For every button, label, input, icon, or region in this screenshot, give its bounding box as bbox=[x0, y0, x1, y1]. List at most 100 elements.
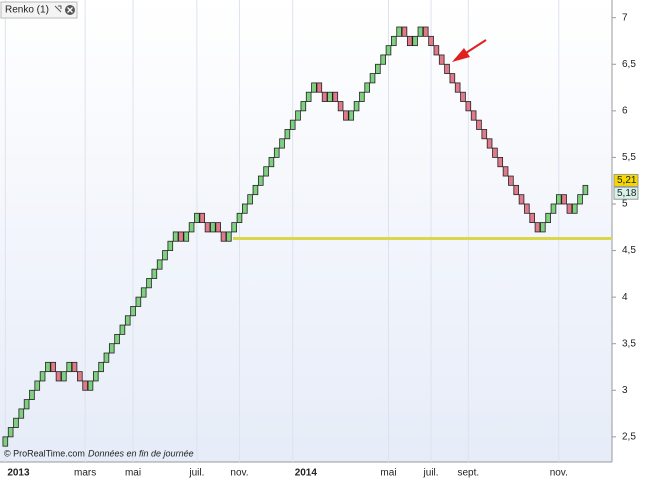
brick bbox=[449, 73, 456, 84]
close-cross bbox=[67, 7, 73, 13]
brick bbox=[518, 194, 525, 205]
brick bbox=[486, 138, 493, 149]
brick bbox=[45, 361, 51, 373]
brick bbox=[401, 26, 408, 37]
x-tick-label: nov. bbox=[230, 468, 248, 479]
brick bbox=[343, 110, 349, 121]
brick bbox=[524, 203, 530, 214]
y-tick-label: 7 bbox=[622, 12, 628, 23]
plot-area bbox=[0, 0, 612, 462]
brick bbox=[300, 101, 307, 112]
brick bbox=[438, 54, 445, 65]
brick bbox=[124, 315, 131, 326]
y-tick-label: 5 bbox=[622, 199, 628, 210]
brick bbox=[55, 371, 62, 382]
brick bbox=[204, 222, 211, 233]
brick bbox=[577, 194, 583, 205]
price-label: 5,18 bbox=[617, 188, 637, 199]
brick bbox=[39, 371, 46, 382]
brick bbox=[108, 343, 115, 354]
brick bbox=[82, 380, 88, 391]
brick bbox=[545, 212, 551, 224]
brick bbox=[497, 157, 504, 168]
brick bbox=[2, 436, 9, 447]
brick bbox=[135, 296, 142, 307]
brick bbox=[236, 212, 243, 224]
brick bbox=[215, 222, 221, 233]
y-tick-label: 6,5 bbox=[622, 59, 636, 70]
brick bbox=[66, 361, 72, 373]
brick bbox=[428, 35, 434, 47]
brick bbox=[167, 240, 174, 251]
brick bbox=[77, 371, 83, 382]
brick bbox=[18, 408, 25, 419]
brick bbox=[119, 324, 126, 335]
brick bbox=[114, 333, 120, 345]
x-tick-label: 2013 bbox=[7, 468, 30, 479]
brick bbox=[289, 119, 296, 130]
brick bbox=[87, 380, 94, 391]
brick bbox=[332, 91, 339, 102]
price-label: 5,21 bbox=[617, 175, 637, 186]
brick bbox=[550, 203, 557, 214]
brick bbox=[385, 45, 392, 56]
y-tick-label: 3 bbox=[622, 385, 628, 396]
brick bbox=[242, 203, 248, 214]
y-tick-label: 2,5 bbox=[622, 431, 636, 442]
y-tick-label: 4 bbox=[622, 292, 628, 303]
y-tick-label: 4,5 bbox=[622, 245, 636, 256]
brick bbox=[263, 166, 269, 177]
brick bbox=[348, 110, 355, 121]
brick bbox=[433, 45, 440, 56]
brick bbox=[231, 222, 237, 233]
settings-icon[interactable] bbox=[54, 5, 62, 13]
brick bbox=[23, 399, 30, 410]
brick bbox=[417, 26, 424, 37]
brick bbox=[172, 231, 179, 242]
brick bbox=[529, 212, 535, 224]
brick bbox=[359, 91, 365, 102]
brick bbox=[61, 371, 67, 382]
price-label-box bbox=[613, 186, 639, 200]
brick bbox=[513, 184, 520, 196]
brick bbox=[502, 166, 509, 177]
brick bbox=[375, 63, 381, 74]
brick bbox=[188, 222, 195, 233]
brick bbox=[327, 91, 333, 102]
brick bbox=[555, 194, 562, 205]
y-tick-label: 5,5 bbox=[622, 152, 636, 163]
brick bbox=[422, 26, 429, 37]
brick bbox=[465, 101, 472, 112]
brick bbox=[454, 82, 461, 93]
marks bbox=[2, 0, 612, 462]
brick bbox=[220, 231, 227, 242]
x-tick-label: juil. bbox=[188, 468, 204, 479]
brick bbox=[561, 194, 567, 205]
brick bbox=[7, 427, 14, 438]
brick bbox=[50, 361, 57, 373]
brick bbox=[316, 82, 323, 93]
x-tick-label: sept. bbox=[457, 468, 479, 479]
brick bbox=[130, 306, 136, 317]
brick bbox=[476, 119, 482, 130]
indicator-title: Renko (1) bbox=[5, 5, 49, 16]
brick bbox=[444, 63, 450, 74]
brick bbox=[13, 417, 19, 428]
brick bbox=[337, 101, 344, 112]
brick bbox=[178, 231, 184, 242]
brick bbox=[183, 231, 190, 242]
brick bbox=[29, 389, 35, 400]
brick bbox=[140, 287, 147, 298]
y-tick-label: 6 bbox=[622, 105, 628, 116]
x-tick-label: mars bbox=[74, 468, 96, 479]
brick bbox=[34, 380, 41, 391]
brick bbox=[481, 129, 488, 140]
brick bbox=[534, 222, 541, 233]
brick bbox=[295, 110, 301, 121]
brick bbox=[279, 138, 285, 149]
brick bbox=[566, 203, 573, 214]
brick bbox=[252, 184, 259, 196]
brick bbox=[257, 175, 264, 186]
brick bbox=[369, 73, 376, 84]
